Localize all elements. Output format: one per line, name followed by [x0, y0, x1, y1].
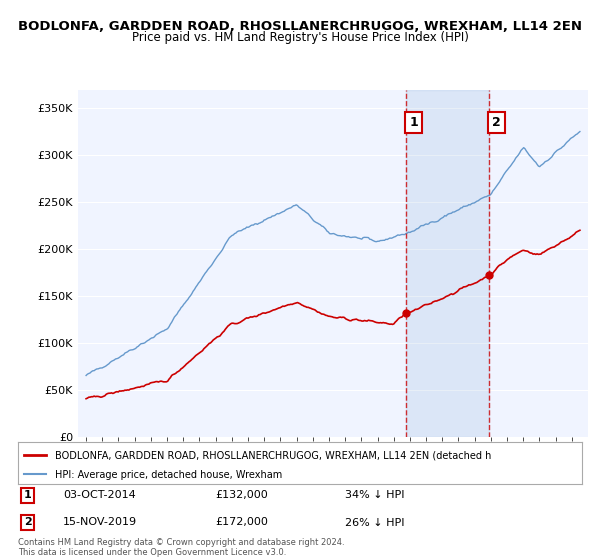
Text: BODLONFA, GARDDEN ROAD, RHOSLLANERCHRUGOG, WREXHAM, LL14 2EN (detached h: BODLONFA, GARDDEN ROAD, RHOSLLANERCHRUGO…	[55, 451, 491, 461]
Text: HPI: Average price, detached house, Wrexham: HPI: Average price, detached house, Wrex…	[55, 470, 282, 480]
Text: 2: 2	[492, 116, 501, 129]
Text: 1: 1	[23, 491, 31, 501]
Bar	[406, 90, 489, 437]
Text: Contains HM Land Registry data © Crown copyright and database right 2024.
This d: Contains HM Land Registry data © Crown c…	[18, 538, 344, 557]
Text: £132,000: £132,000	[215, 491, 268, 501]
Text: 03-OCT-2014: 03-OCT-2014	[63, 491, 136, 501]
Text: 15-NOV-2019: 15-NOV-2019	[63, 517, 137, 528]
Text: 1: 1	[409, 116, 418, 129]
Text: 26% ↓ HPI: 26% ↓ HPI	[345, 517, 404, 528]
Text: 34% ↓ HPI: 34% ↓ HPI	[345, 491, 404, 501]
Text: £172,000: £172,000	[215, 517, 268, 528]
Text: BODLONFA, GARDDEN ROAD, RHOSLLANERCHRUGOG, WREXHAM, LL14 2EN: BODLONFA, GARDDEN ROAD, RHOSLLANERCHRUGO…	[18, 20, 582, 32]
Text: 2: 2	[23, 517, 31, 528]
Text: Price paid vs. HM Land Registry's House Price Index (HPI): Price paid vs. HM Land Registry's House …	[131, 31, 469, 44]
